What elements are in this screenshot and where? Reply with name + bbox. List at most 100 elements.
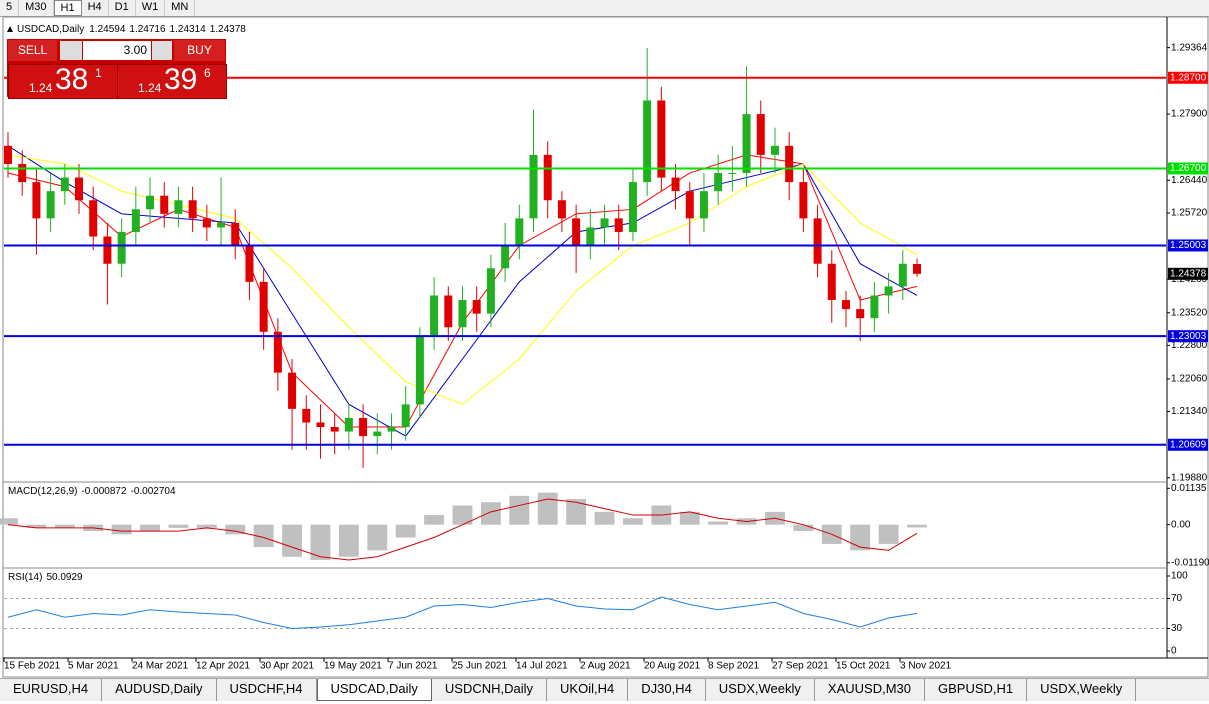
macd-bar <box>679 511 700 525</box>
chart-tab[interactable]: XAUUSD,M30 <box>815 679 925 701</box>
candle-body <box>18 163 27 183</box>
candle-body <box>373 431 382 437</box>
macd-bar <box>282 524 303 557</box>
candle-body <box>728 173 737 175</box>
candle-body <box>856 309 865 319</box>
macd-bar <box>26 524 47 528</box>
candle-body <box>302 408 311 423</box>
chart-tab[interactable]: USDCAD,Daily <box>316 679 432 701</box>
candle-body <box>146 195 155 210</box>
candle-body <box>614 218 623 232</box>
candle-body <box>813 218 822 264</box>
level-label-box <box>1168 162 1208 175</box>
candle-body <box>387 427 396 432</box>
candle-body <box>344 417 353 432</box>
x-tick-label: 30 Apr 2021 <box>260 661 314 672</box>
macd-bar <box>793 524 814 532</box>
macd-bar <box>878 524 899 544</box>
candle-body <box>714 173 723 192</box>
macd-bar <box>0 518 18 525</box>
x-tick-label: 19 May 2021 <box>324 661 382 672</box>
chart-tab[interactable]: AUDUSD,Daily <box>102 679 217 701</box>
moving-average <box>7 145 918 437</box>
timeframe-button[interactable]: H4 <box>82 0 109 16</box>
ask-price[interactable]: 1.24 39 6 <box>117 63 227 99</box>
chart-header: USDCAD,Daily 1.24594 1.24716 1.24314 1.24378 <box>17 24 246 35</box>
bid-point: 1 <box>95 66 102 80</box>
timeframe-button[interactable]: H1 <box>53 0 82 16</box>
candle-body <box>870 295 879 319</box>
macd-bar <box>622 518 643 525</box>
chart-tab[interactable]: USDCHF,H4 <box>217 679 317 701</box>
x-tick-label: 27 Sep 2021 <box>772 661 829 672</box>
chart-tab[interactable]: USDX,Weekly <box>1027 679 1137 701</box>
y-tick-label: 0.00 <box>1171 519 1191 530</box>
macd-header: MACD(12,26,9) -0.000872 -0.002704 <box>8 486 176 497</box>
timeframe-bar: 5 M30 H1 H4 D1 W1 MN <box>0 0 1209 17</box>
macd-bar <box>54 524 75 528</box>
chart-tab[interactable]: USDCNH,Daily <box>432 679 548 701</box>
collapse-icon <box>7 26 13 32</box>
ohlc-open: 1.24594 <box>89 24 126 35</box>
volume-up[interactable] <box>152 41 172 60</box>
candle-body <box>60 177 69 192</box>
candle-body <box>117 231 126 264</box>
x-tick-label: 5 Mar 2021 <box>68 661 119 672</box>
candle-body <box>458 300 467 328</box>
buy-button[interactable]: BUY <box>174 40 225 61</box>
timeframe-button[interactable]: 5 <box>0 0 20 16</box>
chart-tab[interactable]: DJ30,H4 <box>628 679 706 701</box>
chart-tab[interactable]: GBPUSD,H1 <box>925 679 1028 701</box>
level-label: 1.23003 <box>1170 331 1207 342</box>
chart-tab[interactable]: EURUSD,H4 <box>0 679 103 701</box>
candle-body <box>501 245 510 269</box>
candle-body <box>628 182 637 232</box>
candle-body <box>600 218 609 228</box>
candle-body <box>799 182 808 219</box>
volume-input[interactable]: 3.00 <box>83 41 151 60</box>
candle-body <box>699 191 708 219</box>
macd-bar <box>196 524 217 528</box>
volume-down[interactable] <box>60 41 82 60</box>
candle-body <box>415 336 424 405</box>
rsi-line <box>7 596 918 630</box>
bid-price[interactable]: 1.24 38 1 <box>8 63 118 99</box>
chart-tabs: EURUSD,H4 AUDUSD,Daily USDCHF,H4 USDCAD,Dai… <box>0 678 1209 701</box>
chart-tab[interactable]: USDX,Weekly <box>706 679 815 701</box>
y-tick-label: -0.011904 <box>1171 557 1209 568</box>
macd-bar <box>367 524 388 551</box>
macd-bar <box>708 521 729 525</box>
y-tick-label: 70 <box>1171 593 1183 604</box>
y-tick-label: 1.29364 <box>1171 42 1208 53</box>
timeframe-button[interactable]: W1 <box>136 0 166 16</box>
candle-body <box>671 177 680 192</box>
ask-big: 1.24 <box>138 81 162 95</box>
macd-bar <box>225 524 246 535</box>
candle-body <box>259 281 268 332</box>
y-tick-label: 0.01135 <box>1171 483 1207 494</box>
timeframe-button[interactable]: M30 <box>19 0 54 16</box>
macd-signal <box>7 498 918 561</box>
candle-body <box>401 404 410 428</box>
level-label-box <box>1168 330 1208 343</box>
bid-big: 1.24 <box>29 81 53 95</box>
macd-bar <box>594 511 615 525</box>
macd-bar <box>452 505 473 525</box>
bid-figure: 38 <box>55 63 89 96</box>
chart-tab[interactable]: UKOil,H4 <box>547 679 629 701</box>
y-tick-label: 1.21340 <box>1171 406 1208 417</box>
candle-body <box>231 222 240 246</box>
candle-body <box>202 218 211 228</box>
candle-body <box>217 222 226 228</box>
level-label-box <box>1168 71 1208 84</box>
candle-body <box>827 263 836 301</box>
candle-body <box>529 154 538 219</box>
timeframe-button[interactable]: MN <box>165 0 196 16</box>
y-tick-label: 1.26440 <box>1171 175 1208 186</box>
timeframe-button[interactable]: D1 <box>109 0 136 16</box>
sell-button[interactable]: SELL <box>8 40 57 61</box>
x-tick-label: 12 Apr 2021 <box>196 661 250 672</box>
macd-bar <box>338 524 359 557</box>
candle-body <box>898 263 907 287</box>
